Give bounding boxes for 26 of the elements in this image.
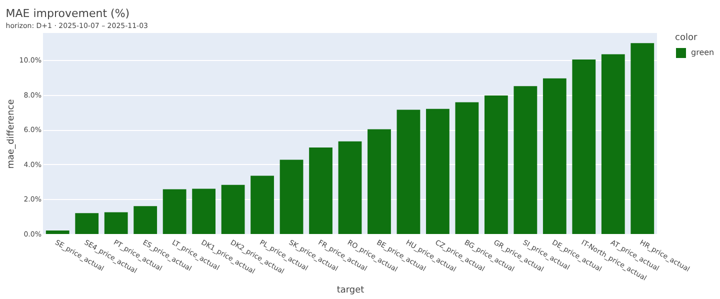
- x-axis-title: target: [336, 285, 365, 296]
- bar: [250, 176, 274, 234]
- bar: [368, 129, 391, 234]
- bar: [104, 212, 128, 234]
- bar: [134, 206, 158, 234]
- bar: [192, 188, 216, 234]
- bar: [514, 86, 538, 234]
- bar: [572, 59, 596, 234]
- bar: [630, 43, 654, 234]
- bar: [542, 78, 566, 234]
- legend-label: green: [691, 48, 714, 57]
- bar: [280, 160, 304, 234]
- bar: [455, 102, 479, 234]
- bar: [221, 184, 245, 234]
- legend-title: color: [675, 33, 698, 43]
- y-axis-title: mae_difference: [6, 98, 16, 169]
- bar: [338, 141, 362, 234]
- bar: [601, 54, 625, 234]
- bar: [426, 108, 450, 234]
- bar: [309, 148, 332, 234]
- chart-title: MAE improvement (%): [6, 7, 130, 20]
- bar: [484, 95, 508, 234]
- bar: [162, 189, 186, 234]
- bar: [396, 110, 420, 234]
- bar: [75, 213, 99, 234]
- bar: [46, 230, 70, 234]
